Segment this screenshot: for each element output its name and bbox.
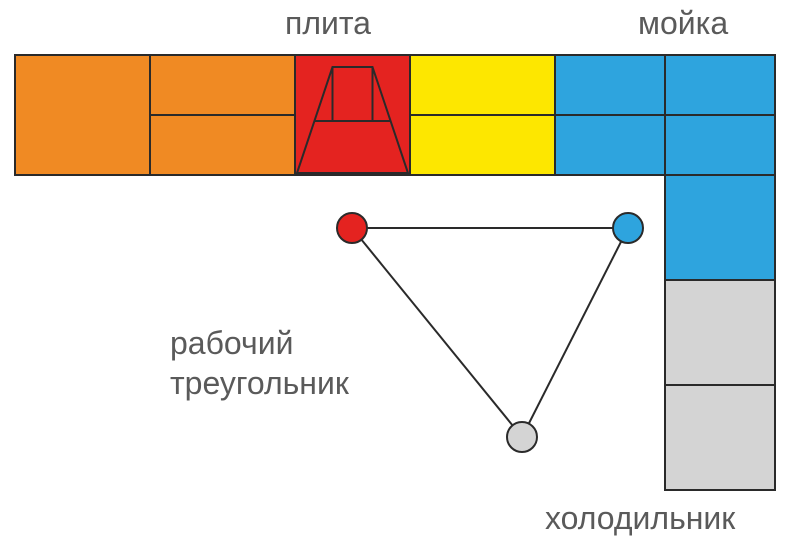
label-fridge: холодильник [545,500,735,537]
label-sink: мойка [638,5,728,42]
label-stove: плита [285,5,371,42]
label-work-triangle-line1: рабочий [170,325,293,362]
kitchen-layout-diagram [0,0,800,556]
label-work-triangle-line2: треугольник [170,365,349,402]
